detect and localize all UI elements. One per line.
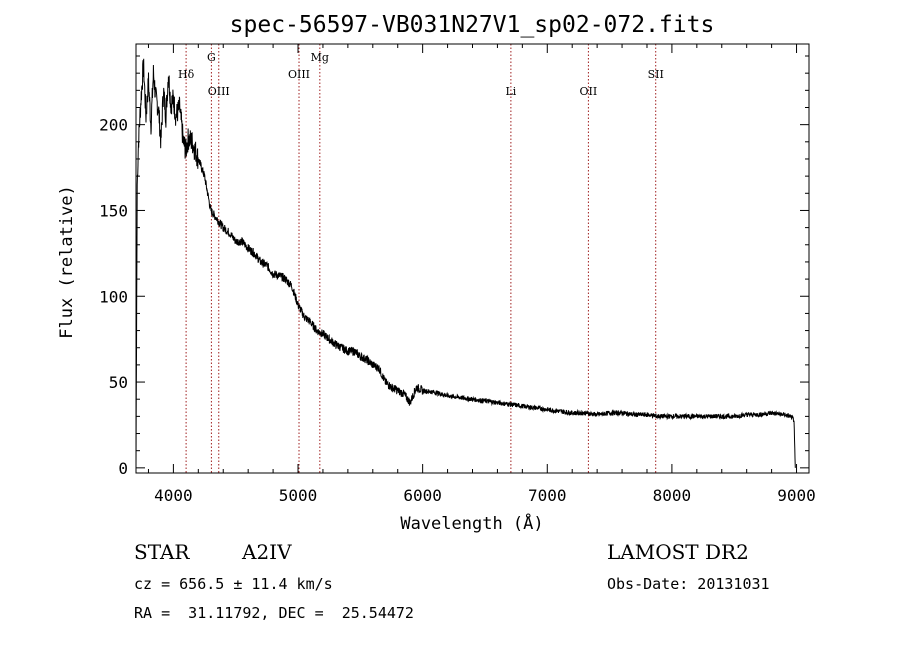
ra-dec: RA = 31.11792, DEC = 25.54472 [134, 604, 414, 622]
y-tick-label: 50 [109, 373, 128, 392]
redshift-cz: cz = 656.5 ± 11.4 km/s [134, 575, 333, 593]
line-marker-label: G [207, 51, 216, 64]
y-axis-ticks: 0 50 100 150 200 [99, 55, 809, 478]
spectrum-line [135, 58, 796, 468]
x-tick-label: 7000 [528, 486, 567, 505]
x-tick-label: 9000 [777, 486, 816, 505]
spectrum-series [135, 58, 796, 468]
line-marker-label: Hδ [178, 68, 195, 81]
survey-name: LAMOST DR2 [607, 540, 749, 564]
x-tick-label: 6000 [403, 486, 442, 505]
x-tick-label: 5000 [279, 486, 318, 505]
y-tick-label: 200 [99, 116, 128, 135]
object-subclass: A2IV [242, 540, 292, 564]
x-tick-label: 4000 [154, 486, 193, 505]
plot-frame [135, 43, 810, 474]
x-tick-label: 8000 [653, 486, 692, 505]
line-marker-label: Li [505, 85, 516, 98]
chart-title: spec-56597-VB031N27V1_sp02-072.fits [230, 12, 715, 38]
y-tick-label: 150 [99, 201, 128, 220]
line-marker-label: OIII [208, 85, 230, 98]
line-marker-label: OII [580, 85, 598, 98]
obs-date: Obs-Date: 20131031 [607, 575, 770, 593]
y-axis-label: Flux (relative) [57, 185, 77, 339]
x-axis-ticks: 4000 5000 6000 7000 8000 9000 [147, 44, 816, 505]
line-marker-label: Mg [311, 51, 329, 64]
y-tick-label: 100 [99, 287, 128, 306]
object-class: STAR [134, 540, 190, 564]
line-marker-label: SII [648, 68, 664, 81]
x-axis-label: Wavelength (Å) [400, 512, 543, 534]
y-tick-label: 0 [118, 459, 128, 478]
line-marker-label: OIII [288, 68, 310, 81]
